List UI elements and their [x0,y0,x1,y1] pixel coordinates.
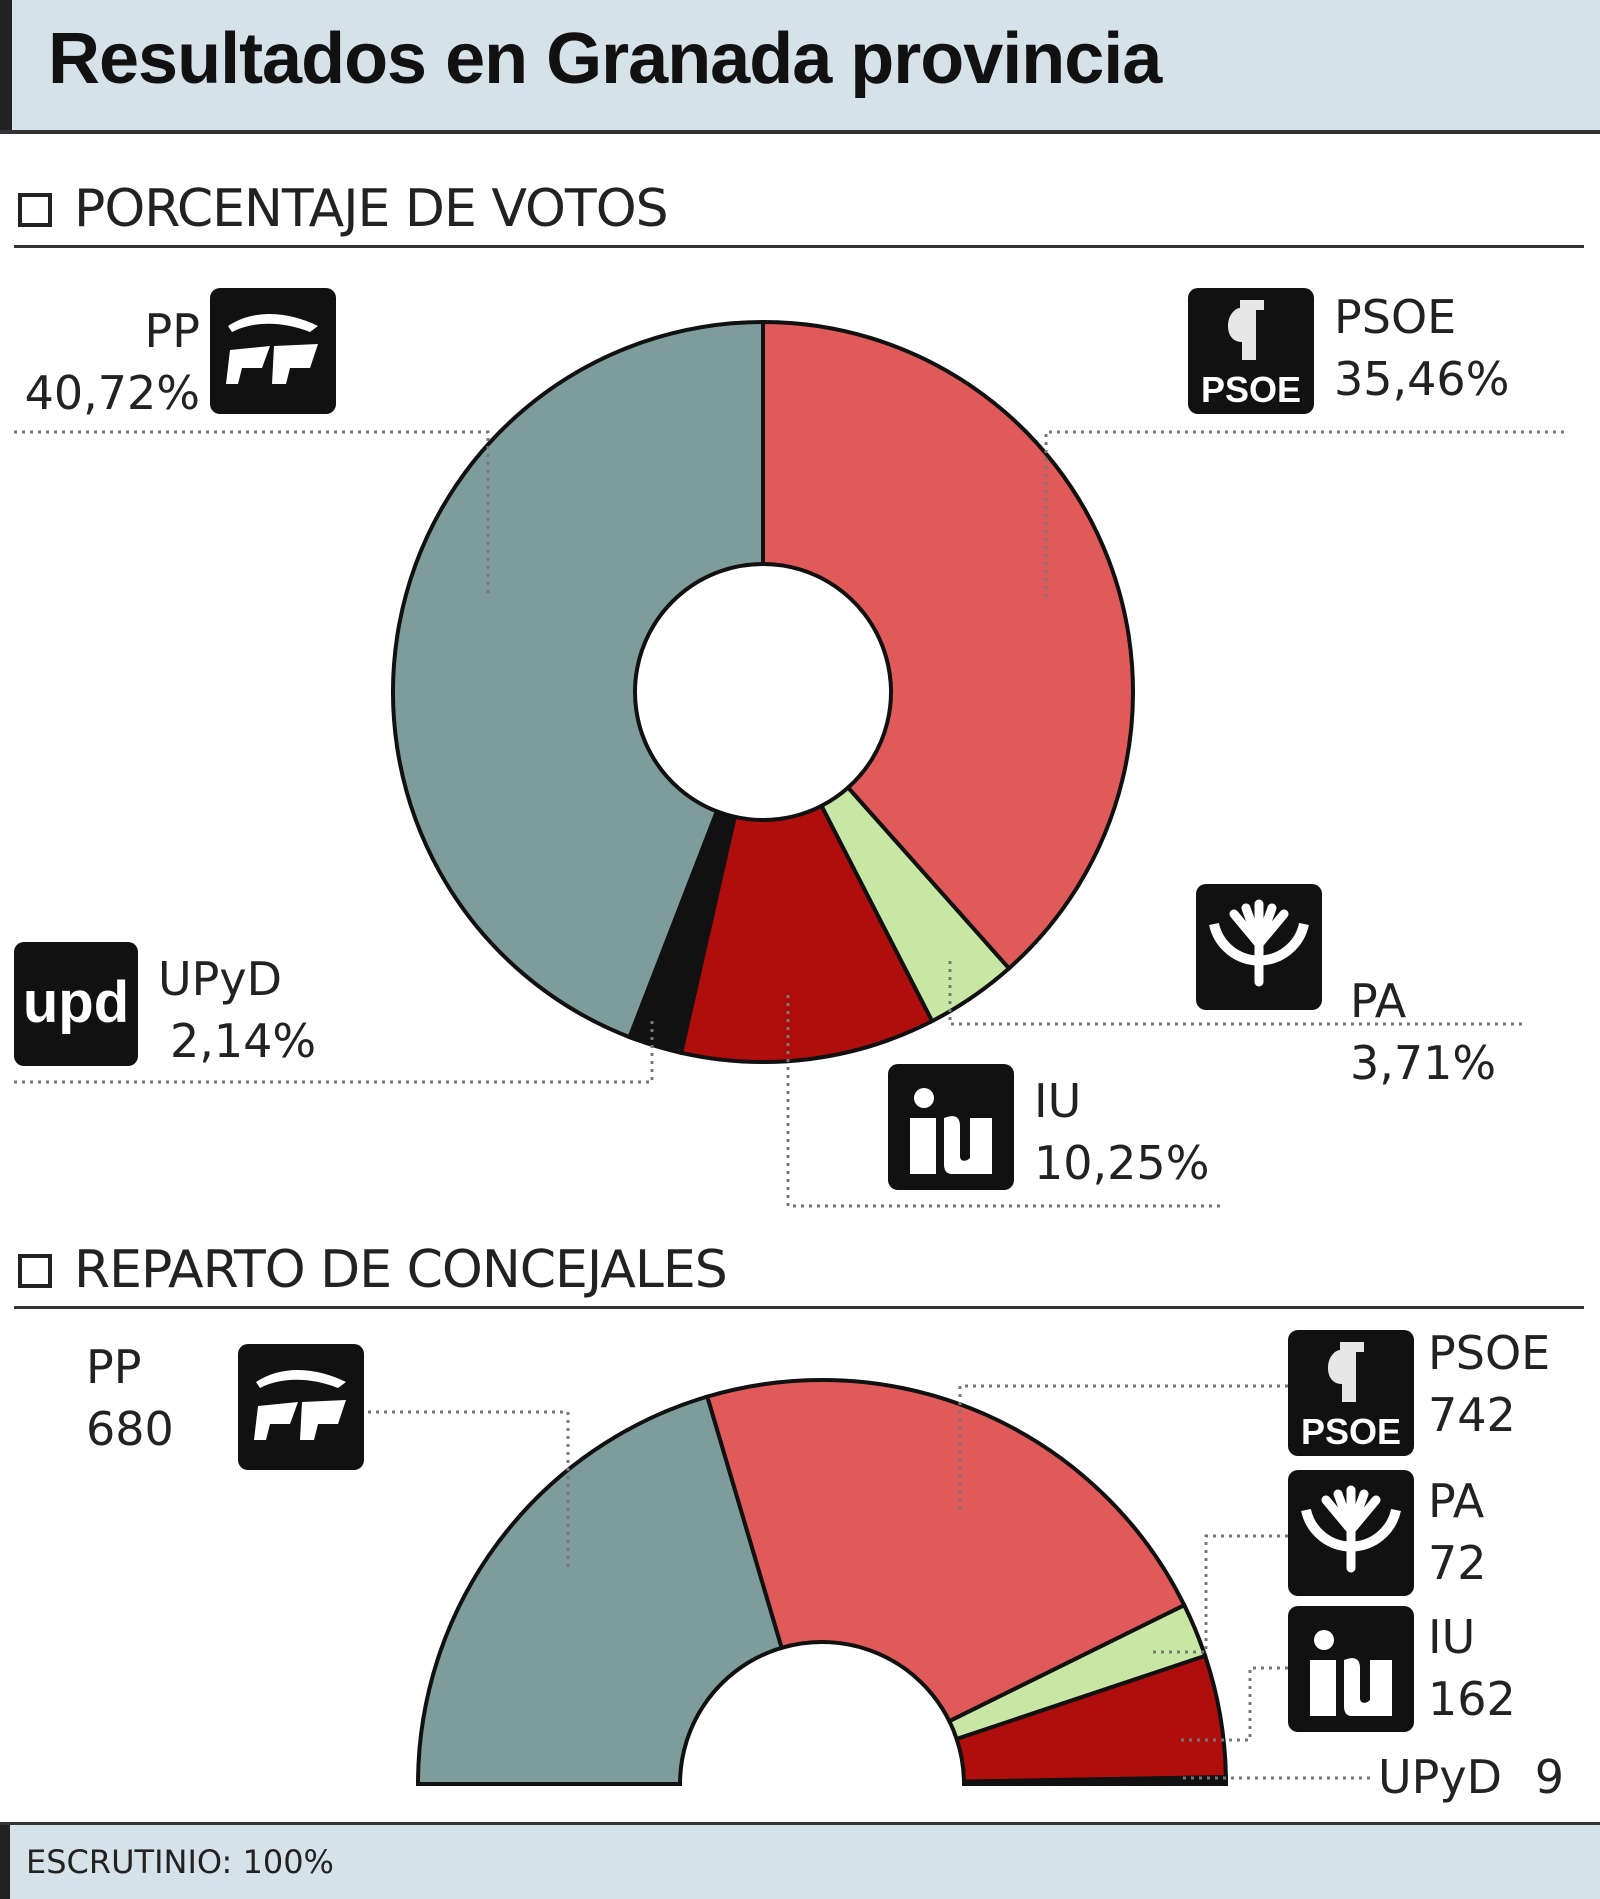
pp-logo-icon [238,1344,364,1470]
seats-pa-value: 72 [1428,1536,1487,1590]
svg-text:PSOE: PSOE [1301,1411,1401,1452]
votes-slice-iu [678,803,935,1064]
votes-iu-value: 10,25% [1034,1136,1210,1190]
seats-label-pp: PP 680 [86,1336,174,1460]
section-votes-header: PORCENTAJE DE VOTOS [14,165,1584,248]
votes-pa-name: PA [1350,974,1407,1028]
votes-upyd-name: UPyD [158,952,283,1006]
seats-label-psoe: PSOE 742 [1428,1322,1550,1446]
votes-psoe-value: 35,46% [1334,352,1510,406]
votes-label-pp: PP 40,72% [10,300,200,424]
votes-pa-value: 3,71% [1350,1036,1497,1090]
pp-logo-icon [210,288,336,414]
seats-pp-name: PP [86,1340,142,1394]
svg-text:upd: upd [23,970,129,1035]
seats-slice-pp [415,1394,785,1786]
leader-votes-upyd [14,1018,654,1084]
seats-iu-name: IU [1428,1610,1476,1664]
psoe-logo-icon: PSOE [1188,288,1314,414]
votes-pp-name: PP [144,304,200,358]
seats-slice-psoe [704,1378,1187,1724]
votes-label-pa: PA 3,71% [1350,970,1496,1094]
seats-pp-value: 680 [86,1402,174,1456]
upyd-logo-icon: upd [14,942,138,1066]
header: Resultados en Granada provincia [0,0,1600,134]
leader-seats-pa [1150,1534,1288,1654]
donut-chart-votes [391,319,1135,1064]
seats-iu-value: 162 [1428,1672,1516,1726]
pa-logo-icon [1196,884,1322,1010]
votes-upyd-value: 2,14% [170,1014,317,1068]
leader-seats-psoe [958,1384,1288,1512]
leader-votes-pp [14,430,490,598]
section-seats-header: REPARTO DE CONCEJALES [14,1226,1584,1309]
checkbox-square-icon [18,1254,52,1288]
votes-pp-value: 40,72% [24,366,200,420]
votes-label-upyd: UPyD 2,14% [158,948,316,1072]
footer: ESCRUTINIO: 100% [0,1822,1600,1899]
footer-accent-bar [0,1825,10,1899]
votes-label-psoe: PSOE 35,46% [1334,286,1509,410]
leader-seats-iu [1180,1666,1288,1742]
votes-slice-psoe [761,319,1135,972]
leader-seats-pp [368,1410,570,1568]
seats-upyd-name: UPyD [1378,1750,1503,1804]
votes-slice-pp [391,319,765,1040]
seats-pa-name: PA [1428,1474,1485,1528]
votes-psoe-name: PSOE [1334,290,1457,344]
iu-logo-icon [888,1064,1014,1190]
checkbox-square-icon [18,193,52,227]
footer-status: ESCRUTINIO: 100% [26,1843,334,1881]
page-title: Resultados en Granada provincia [48,19,1162,99]
section-seats-title: REPARTO DE CONCEJALES [74,1240,728,1300]
seats-upyd-value: 9 [1534,1750,1564,1804]
seats-label-iu: IU 162 [1428,1606,1516,1730]
leader-lines [14,430,1564,1780]
header-accent-bar [0,0,12,130]
leader-votes-iu [786,992,1220,1208]
seats-label-upyd: UPyD 9 [1378,1746,1564,1808]
seats-psoe-name: PSOE [1428,1326,1551,1380]
iu-logo-icon [1288,1606,1414,1732]
seats-psoe-value: 742 [1428,1388,1516,1442]
pa-logo-icon [1288,1470,1414,1596]
psoe-logo-icon: PSOE [1288,1330,1414,1456]
svg-text:PSOE: PSOE [1201,369,1301,410]
votes-label-iu: IU 10,25% [1034,1070,1209,1194]
seats-label-pa: PA 72 [1428,1470,1487,1594]
leader-votes-psoe [1044,430,1564,598]
section-votes-title: PORCENTAJE DE VOTOS [74,179,669,239]
votes-iu-name: IU [1034,1074,1082,1128]
half-donut-chart-seats [415,1378,1229,1786]
